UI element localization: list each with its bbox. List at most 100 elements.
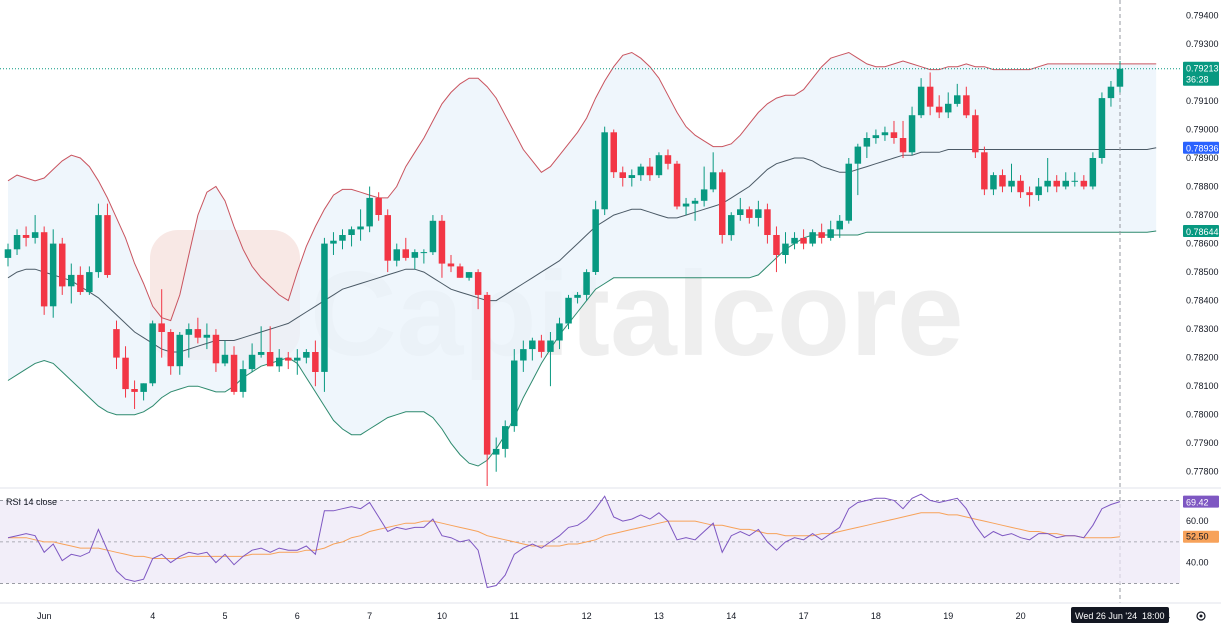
candle[interactable] — [664, 149, 672, 170]
candle[interactable] — [556, 317, 563, 350]
candle[interactable] — [1008, 163, 1015, 193]
candle[interactable] — [972, 109, 979, 159]
candle[interactable] — [538, 334, 545, 358]
candle[interactable] — [230, 346, 238, 395]
candle[interactable] — [836, 215, 844, 238]
candle[interactable] — [474, 269, 482, 310]
candle[interactable] — [375, 192, 382, 221]
candle[interactable] — [348, 226, 355, 247]
candle[interactable] — [963, 86, 970, 119]
candle[interactable] — [926, 72, 934, 116]
candle[interactable] — [31, 215, 39, 244]
candle[interactable] — [646, 158, 654, 181]
candle[interactable] — [1017, 175, 1024, 198]
candle[interactable] — [49, 229, 57, 318]
candle[interactable] — [393, 243, 401, 267]
candle[interactable] — [583, 269, 590, 301]
candle[interactable] — [420, 249, 428, 264]
candle[interactable] — [321, 237, 328, 392]
candle[interactable] — [158, 289, 165, 358]
candle[interactable] — [167, 329, 175, 375]
rsi-panel[interactable]: RSI 14 close — [0, 493, 1180, 589]
candle[interactable] — [800, 229, 807, 250]
candle[interactable] — [140, 383, 147, 401]
candle[interactable] — [872, 129, 880, 144]
candle[interactable] — [619, 166, 627, 187]
candle[interactable] — [1062, 172, 1070, 190]
candle[interactable] — [700, 166, 708, 207]
candle[interactable] — [122, 346, 129, 398]
candle[interactable] — [95, 203, 102, 278]
candle[interactable] — [691, 197, 699, 221]
candle[interactable] — [1107, 81, 1115, 107]
candle[interactable] — [854, 143, 862, 196]
candle[interactable] — [384, 209, 392, 273]
candle[interactable] — [917, 78, 925, 119]
candle[interactable] — [899, 120, 907, 159]
candle[interactable] — [4, 243, 12, 267]
candle[interactable] — [1053, 175, 1061, 193]
candle[interactable] — [203, 323, 211, 350]
candle[interactable] — [492, 437, 500, 472]
candle[interactable] — [40, 226, 48, 315]
candle[interactable] — [845, 158, 853, 224]
candle[interactable] — [104, 203, 111, 278]
candle[interactable] — [1035, 177, 1042, 201]
candle[interactable] — [86, 266, 93, 295]
candle[interactable] — [1116, 61, 1124, 93]
candle[interactable] — [502, 420, 509, 458]
candle[interactable] — [185, 323, 193, 358]
candle[interactable] — [312, 340, 319, 387]
candle[interactable] — [339, 229, 346, 250]
candle[interactable] — [782, 232, 789, 264]
candle[interactable] — [194, 317, 202, 344]
candle[interactable] — [520, 340, 527, 372]
candle[interactable] — [637, 163, 645, 181]
candle[interactable] — [890, 120, 898, 144]
candle[interactable] — [77, 266, 84, 295]
candle[interactable] — [456, 263, 464, 278]
candle[interactable] — [266, 326, 274, 367]
candle[interactable] — [719, 169, 726, 244]
candle[interactable] — [511, 349, 518, 432]
candle[interactable] — [276, 349, 283, 372]
candle[interactable] — [411, 249, 419, 270]
candle[interactable] — [981, 146, 988, 196]
candle[interactable] — [13, 229, 21, 255]
candle[interactable] — [655, 152, 663, 178]
candle[interactable] — [429, 215, 437, 255]
candle[interactable] — [610, 129, 618, 178]
candle[interactable] — [764, 203, 771, 244]
candle[interactable] — [755, 200, 762, 227]
candle[interactable] — [999, 169, 1006, 193]
candle[interactable] — [248, 343, 256, 372]
candlesticks[interactable] — [0, 0, 1180, 603]
candle[interactable] — [809, 229, 816, 247]
candle[interactable] — [131, 380, 138, 409]
candle[interactable] — [628, 169, 636, 187]
settings-gear-icon[interactable] — [1196, 611, 1206, 621]
candle[interactable] — [68, 263, 75, 304]
candle[interactable] — [827, 220, 834, 241]
candle[interactable] — [682, 197, 690, 216]
candle[interactable] — [863, 132, 871, 159]
candle[interactable] — [565, 294, 572, 330]
candle[interactable] — [303, 349, 310, 364]
candle[interactable] — [438, 215, 446, 278]
candle[interactable] — [113, 320, 120, 370]
candle[interactable] — [59, 237, 66, 295]
candle[interactable] — [483, 292, 491, 486]
candle[interactable] — [773, 226, 780, 273]
candle[interactable] — [366, 186, 373, 233]
candle[interactable] — [176, 331, 184, 375]
candle[interactable] — [149, 320, 156, 387]
candle[interactable] — [447, 254, 455, 273]
candle[interactable] — [592, 200, 599, 275]
candle[interactable] — [1098, 92, 1106, 164]
candle[interactable] — [357, 209, 364, 241]
candle[interactable] — [294, 349, 301, 375]
candle[interactable] — [673, 160, 681, 210]
candle[interactable] — [818, 223, 825, 244]
candle[interactable] — [1026, 186, 1033, 207]
